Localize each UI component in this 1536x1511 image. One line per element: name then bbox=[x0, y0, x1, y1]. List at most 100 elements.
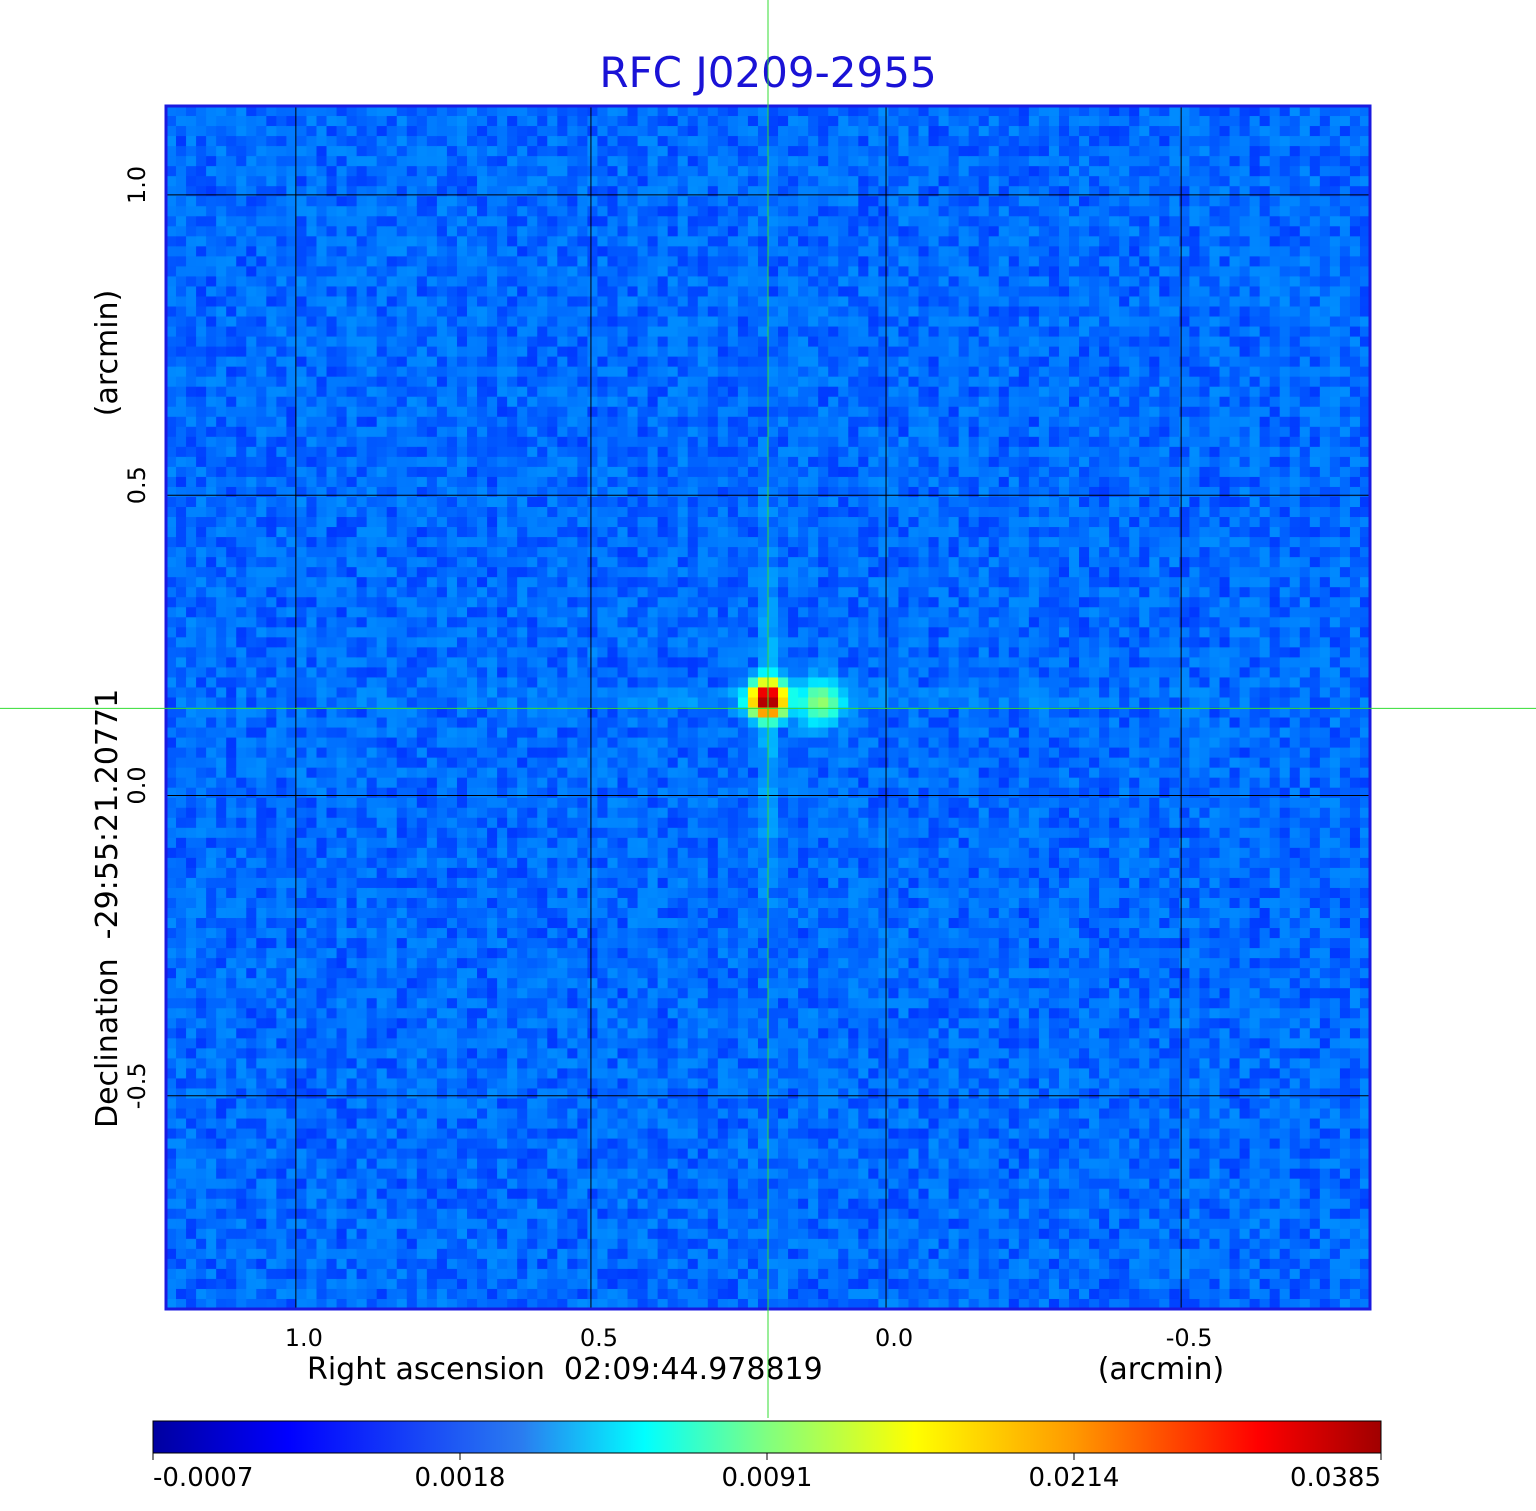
heatmap-cell bbox=[547, 697, 558, 709]
heatmap-cell bbox=[176, 406, 187, 418]
heatmap-cell bbox=[467, 988, 478, 999]
heatmap-cell bbox=[316, 707, 328, 719]
heatmap-cell bbox=[366, 1058, 378, 1070]
heatmap-cell bbox=[276, 466, 287, 478]
heatmap-cell bbox=[316, 436, 328, 448]
heatmap-cell bbox=[336, 637, 348, 648]
heatmap-cell bbox=[527, 938, 538, 949]
heatmap-cell bbox=[396, 627, 408, 638]
heatmap-cell bbox=[166, 867, 177, 879]
heatmap-cell bbox=[376, 1018, 388, 1029]
heatmap-cell bbox=[176, 326, 187, 338]
heatmap-cell bbox=[246, 1168, 257, 1180]
heatmap-cell bbox=[567, 136, 578, 147]
heatmap-cell bbox=[446, 396, 458, 408]
heatmap-cell bbox=[196, 396, 207, 408]
heatmap-cell bbox=[446, 1098, 458, 1110]
heatmap-cell bbox=[386, 847, 398, 859]
heatmap-cell bbox=[456, 557, 468, 568]
heatmap-cell bbox=[436, 366, 448, 378]
heatmap-cell bbox=[406, 1118, 418, 1130]
heatmap-cell bbox=[266, 1128, 277, 1140]
heatmap-cell bbox=[507, 817, 518, 829]
heatmap-cell bbox=[296, 1188, 308, 1200]
heatmap-cell bbox=[186, 1048, 197, 1059]
heatmap-cell bbox=[356, 657, 368, 669]
heatmap-cell bbox=[256, 847, 267, 859]
heatmap-cell bbox=[477, 1098, 488, 1110]
heatmap-cell bbox=[266, 476, 277, 488]
heatmap-cell bbox=[366, 697, 378, 709]
heatmap-cell bbox=[527, 1138, 538, 1150]
heatmap-cell bbox=[226, 216, 237, 227]
heatmap-cell bbox=[446, 366, 458, 378]
heatmap-cell bbox=[176, 597, 187, 608]
heatmap-cell bbox=[316, 346, 328, 358]
heatmap-cell bbox=[477, 1158, 488, 1170]
heatmap-cell bbox=[256, 446, 267, 458]
heatmap-cell bbox=[256, 998, 267, 1009]
heatmap-cell bbox=[216, 126, 227, 137]
heatmap-cell bbox=[477, 797, 488, 809]
heatmap-cell bbox=[557, 1218, 568, 1230]
heatmap-cell bbox=[577, 466, 588, 478]
heatmap-cell bbox=[497, 1128, 508, 1140]
heatmap-cell bbox=[256, 877, 267, 889]
heatmap-cell bbox=[456, 1288, 468, 1300]
heatmap-cell bbox=[236, 316, 247, 328]
heatmap-cell bbox=[276, 446, 287, 458]
heatmap-cell bbox=[467, 1248, 478, 1260]
heatmap-cell bbox=[527, 948, 538, 959]
heatmap-cell bbox=[256, 1208, 267, 1220]
heatmap-cell bbox=[527, 296, 538, 308]
heatmap-cell bbox=[547, 727, 558, 739]
heatmap-cell bbox=[527, 988, 538, 999]
heatmap-cell bbox=[166, 587, 177, 598]
heatmap-cell bbox=[286, 386, 298, 398]
heatmap-cell bbox=[507, 436, 518, 448]
heatmap-cell bbox=[517, 767, 528, 779]
heatmap-cell bbox=[196, 1258, 207, 1270]
heatmap-cell bbox=[246, 436, 257, 448]
heatmap-cell bbox=[296, 1148, 308, 1160]
heatmap-cell bbox=[436, 737, 448, 749]
heatmap-cell bbox=[236, 1128, 247, 1140]
heatmap-cell bbox=[346, 1098, 358, 1110]
heatmap-cell bbox=[216, 1258, 227, 1270]
heatmap-cell bbox=[256, 1188, 267, 1200]
heatmap-cell bbox=[346, 276, 358, 288]
heatmap-cell bbox=[176, 938, 187, 949]
heatmap-cell bbox=[426, 396, 438, 408]
heatmap-cell bbox=[547, 156, 558, 167]
heatmap-cell bbox=[196, 1028, 207, 1039]
heatmap-cell bbox=[497, 386, 508, 398]
heatmap-cell bbox=[456, 1158, 468, 1170]
heatmap-cell bbox=[527, 326, 538, 338]
heatmap-cell bbox=[487, 567, 498, 578]
heatmap-cell bbox=[286, 1168, 298, 1180]
heatmap-cell bbox=[356, 1298, 368, 1310]
heatmap-cell bbox=[436, 296, 448, 308]
heatmap-cell bbox=[537, 1288, 548, 1300]
heatmap-cell bbox=[296, 877, 308, 889]
heatmap-cell bbox=[166, 1088, 177, 1100]
heatmap-cell bbox=[527, 1208, 538, 1220]
heatmap-cell bbox=[296, 1068, 308, 1080]
heatmap-cell bbox=[306, 817, 318, 829]
heatmap-cell bbox=[446, 797, 458, 809]
heatmap-cell bbox=[326, 386, 338, 398]
heatmap-cell bbox=[336, 256, 348, 268]
heatmap-cell bbox=[186, 817, 197, 829]
heatmap-cell bbox=[216, 376, 227, 388]
heatmap-cell bbox=[527, 507, 538, 518]
heatmap-cell bbox=[577, 476, 588, 488]
heatmap-cell bbox=[236, 1108, 247, 1120]
heatmap-cell bbox=[296, 306, 308, 318]
heatmap-cell bbox=[557, 607, 568, 618]
heatmap-cell bbox=[467, 1288, 478, 1300]
heatmap-cell bbox=[176, 1098, 187, 1110]
heatmap-cell bbox=[557, 597, 568, 608]
heatmap-cell bbox=[186, 827, 197, 839]
heatmap-cell bbox=[346, 1038, 358, 1049]
heatmap-cell bbox=[266, 847, 277, 859]
